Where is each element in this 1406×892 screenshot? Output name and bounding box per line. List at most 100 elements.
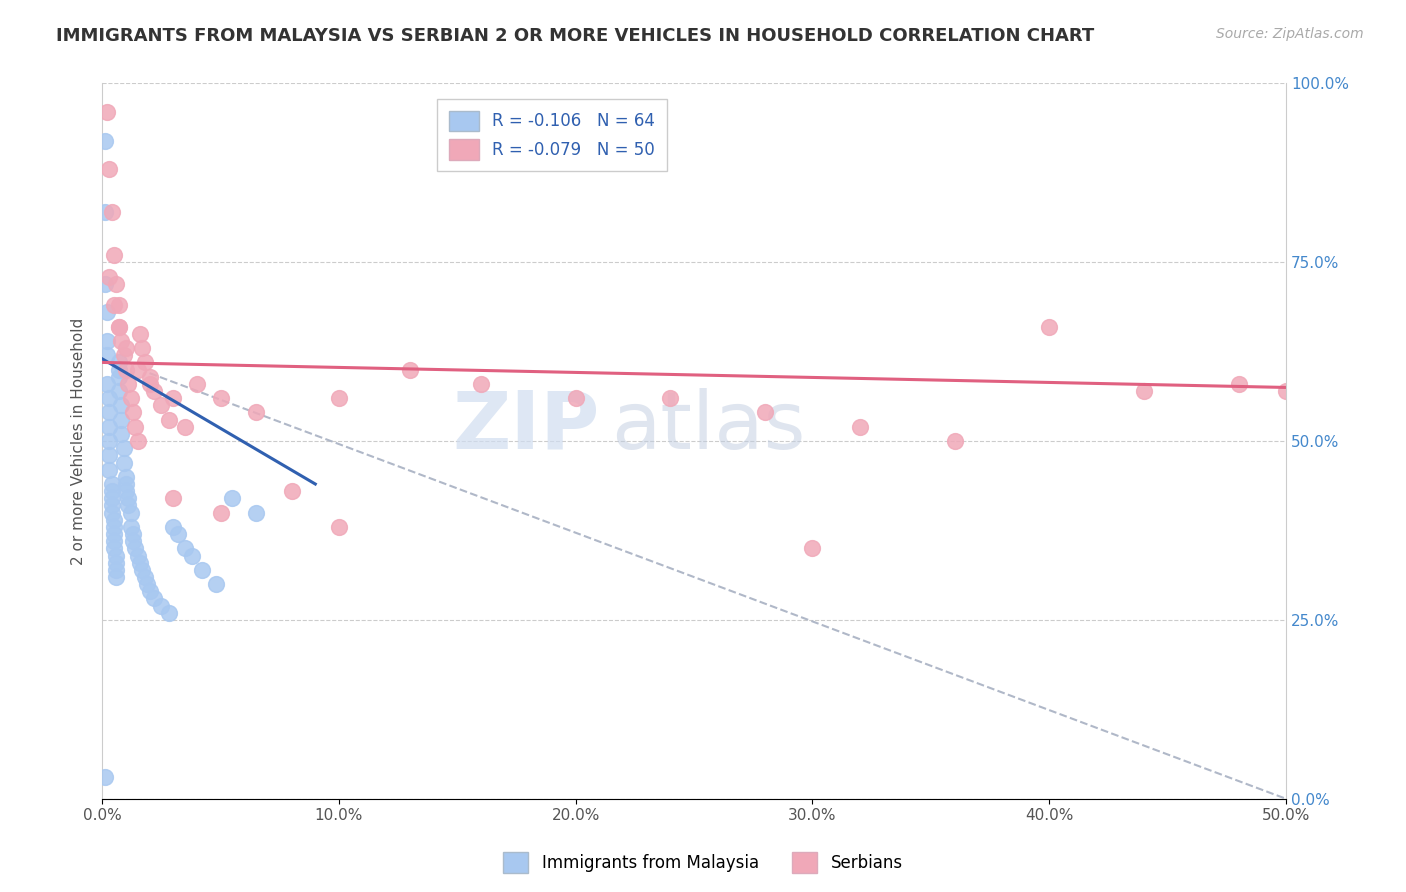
Point bbox=[100, 491, 122, 506]
Point bbox=[120, 520, 142, 534]
Point bbox=[96, 348, 118, 362]
Point bbox=[564, 391, 586, 405]
Point bbox=[280, 484, 302, 499]
Point bbox=[96, 334, 118, 348]
Point bbox=[209, 391, 232, 405]
Point bbox=[328, 520, 350, 534]
Point bbox=[107, 355, 129, 369]
Point bbox=[174, 541, 197, 556]
Point bbox=[105, 549, 128, 563]
Point bbox=[98, 463, 121, 477]
Point bbox=[107, 319, 129, 334]
Point bbox=[127, 362, 149, 376]
Point bbox=[205, 577, 228, 591]
Point bbox=[157, 412, 180, 426]
Point bbox=[754, 405, 776, 419]
Point bbox=[162, 491, 184, 506]
Point bbox=[328, 391, 350, 405]
Point bbox=[943, 434, 966, 449]
Point bbox=[659, 391, 682, 405]
Point bbox=[110, 398, 132, 412]
Point bbox=[122, 405, 145, 419]
Point bbox=[105, 563, 128, 577]
Point bbox=[96, 105, 118, 120]
Point bbox=[110, 412, 132, 426]
Point bbox=[143, 384, 166, 398]
Text: Source: ZipAtlas.com: Source: ZipAtlas.com bbox=[1216, 27, 1364, 41]
Point bbox=[138, 369, 160, 384]
Point bbox=[127, 434, 149, 449]
Point bbox=[105, 277, 128, 291]
Point bbox=[98, 162, 121, 177]
Point bbox=[162, 391, 184, 405]
Point bbox=[150, 398, 173, 412]
Y-axis label: 2 or more Vehicles in Household: 2 or more Vehicles in Household bbox=[72, 318, 86, 565]
Point bbox=[103, 527, 125, 541]
Point bbox=[131, 563, 153, 577]
Point bbox=[98, 269, 121, 284]
Point bbox=[470, 376, 492, 391]
Point bbox=[103, 520, 125, 534]
Point bbox=[124, 419, 146, 434]
Point bbox=[103, 298, 125, 312]
Point bbox=[110, 426, 132, 441]
Point bbox=[107, 369, 129, 384]
Point bbox=[107, 319, 129, 334]
Point bbox=[100, 477, 122, 491]
Point bbox=[1038, 319, 1060, 334]
Point bbox=[120, 506, 142, 520]
Point bbox=[103, 541, 125, 556]
Point bbox=[117, 491, 139, 506]
Legend: R = -0.106   N = 64, R = -0.079   N = 50: R = -0.106 N = 64, R = -0.079 N = 50 bbox=[437, 99, 666, 171]
Point bbox=[98, 419, 121, 434]
Point bbox=[150, 599, 173, 613]
Point bbox=[801, 541, 824, 556]
Point bbox=[100, 499, 122, 513]
Point bbox=[134, 570, 156, 584]
Point bbox=[103, 513, 125, 527]
Point bbox=[129, 556, 152, 570]
Point bbox=[138, 376, 160, 391]
Point bbox=[143, 591, 166, 606]
Point bbox=[1275, 384, 1298, 398]
Point bbox=[167, 527, 190, 541]
Point bbox=[122, 527, 145, 541]
Point bbox=[136, 577, 159, 591]
Point bbox=[221, 491, 243, 506]
Text: atlas: atlas bbox=[612, 388, 806, 466]
Point bbox=[138, 584, 160, 599]
Point bbox=[98, 434, 121, 449]
Point bbox=[174, 419, 197, 434]
Point bbox=[100, 205, 122, 219]
Point bbox=[1133, 384, 1156, 398]
Point bbox=[110, 334, 132, 348]
Point bbox=[122, 534, 145, 549]
Point bbox=[98, 405, 121, 419]
Point bbox=[245, 405, 267, 419]
Point bbox=[93, 770, 115, 784]
Point bbox=[115, 470, 138, 484]
Point bbox=[190, 563, 212, 577]
Legend: Immigrants from Malaysia, Serbians: Immigrants from Malaysia, Serbians bbox=[496, 846, 910, 880]
Point bbox=[849, 419, 872, 434]
Point bbox=[181, 549, 204, 563]
Point bbox=[120, 391, 142, 405]
Point bbox=[115, 341, 138, 355]
Text: IMMIGRANTS FROM MALAYSIA VS SERBIAN 2 OR MORE VEHICLES IN HOUSEHOLD CORRELATION : IMMIGRANTS FROM MALAYSIA VS SERBIAN 2 OR… bbox=[56, 27, 1094, 45]
Point bbox=[103, 248, 125, 262]
Point bbox=[117, 499, 139, 513]
Point bbox=[93, 134, 115, 148]
Point bbox=[93, 205, 115, 219]
Text: ZIP: ZIP bbox=[453, 388, 599, 466]
Point bbox=[105, 570, 128, 584]
Point bbox=[117, 376, 139, 391]
Point bbox=[112, 456, 135, 470]
Point bbox=[115, 484, 138, 499]
Point bbox=[98, 449, 121, 463]
Point bbox=[103, 534, 125, 549]
Point bbox=[112, 348, 135, 362]
Point bbox=[100, 484, 122, 499]
Point bbox=[115, 362, 138, 376]
Point bbox=[162, 520, 184, 534]
Point bbox=[129, 326, 152, 341]
